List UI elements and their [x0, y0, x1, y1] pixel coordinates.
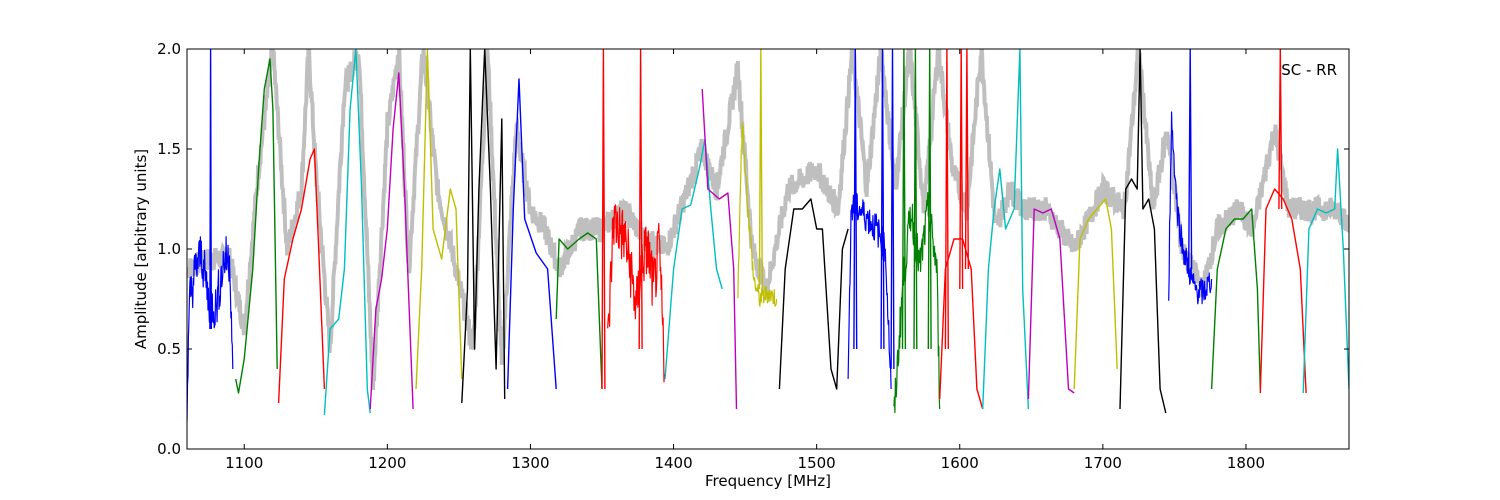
x-tick-label: 1300 — [511, 454, 549, 472]
series-line-12 — [638, 49, 643, 350]
series-line-29 — [1188, 49, 1193, 270]
series-line-9 — [555, 232, 603, 390]
x-tick-label: 1200 — [368, 454, 406, 472]
y-tick-label: 1.5 — [157, 140, 181, 158]
x-tick-label: 1400 — [654, 454, 692, 472]
series-line-26 — [1073, 198, 1118, 390]
series-line-5 — [369, 72, 414, 410]
series-line-25 — [1027, 208, 1075, 400]
series-line-31 — [1259, 188, 1307, 394]
series-line-33 — [1302, 148, 1349, 394]
background-series-line — [187, 49, 1349, 390]
y-tick-label: 2.0 — [157, 40, 181, 58]
series-line-32 — [1278, 49, 1283, 210]
x-tick-label: 1800 — [1227, 454, 1265, 472]
series-line-21 — [901, 49, 932, 350]
y-axis-label: Amplitude [arbitrary units] — [132, 149, 150, 349]
series-line-15 — [737, 122, 778, 307]
x-tick-label: 1600 — [941, 454, 979, 472]
series-line-11 — [607, 204, 666, 383]
x-axis-label: Frequency [MHz] — [705, 472, 831, 490]
y-tick-label: 1.0 — [157, 240, 181, 258]
x-tick-label: 1700 — [1084, 454, 1122, 472]
series-line-6 — [415, 49, 463, 390]
series-line-7 — [461, 49, 506, 404]
series-line-16 — [758, 49, 763, 290]
series-line-24 — [982, 49, 1030, 410]
series-line-1 — [209, 49, 212, 330]
chart-annotation: SC - RR — [1281, 61, 1337, 79]
series-line-19 — [853, 49, 895, 370]
series-line-2 — [235, 58, 278, 394]
y-tick-label: 0.5 — [157, 340, 181, 358]
x-tick-label: 1100 — [225, 454, 263, 472]
x-tick-label: 1500 — [798, 454, 836, 472]
series-line-30 — [1210, 208, 1261, 390]
series-line-13 — [664, 138, 723, 380]
series-line-23 — [944, 49, 969, 350]
series-line-10 — [601, 49, 606, 390]
background-envelope — [187, 49, 1349, 390]
series-line-14 — [701, 88, 738, 410]
series-line-4 — [323, 49, 371, 416]
series-line-27 — [1119, 49, 1167, 414]
y-tick-label: 0.0 — [157, 440, 181, 458]
series-line-28 — [1168, 111, 1213, 305]
series-layer — [187, 49, 1349, 422]
series-line-8 — [506, 78, 557, 390]
series-line-17 — [778, 198, 849, 390]
ticks-layer: 1100 1200 1300 1400 1500 1600 1700 1800 0.0 0.5 1.… — [157, 40, 1349, 472]
series-line-3 — [277, 148, 326, 404]
